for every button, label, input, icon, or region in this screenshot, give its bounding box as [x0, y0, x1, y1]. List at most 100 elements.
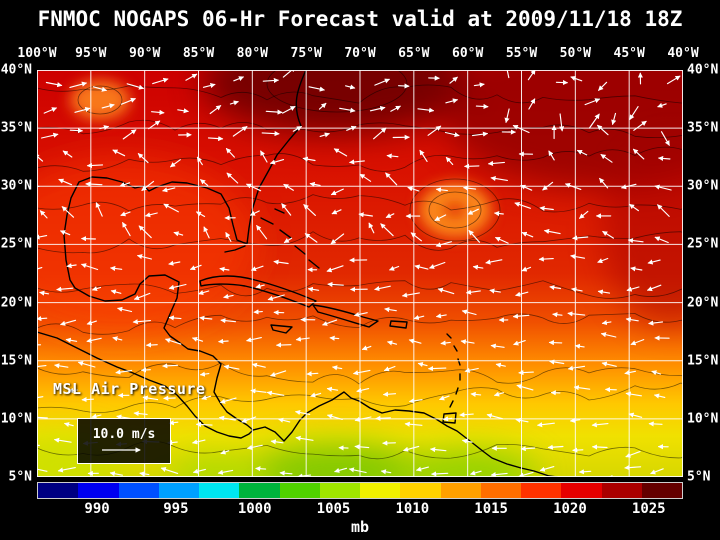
- wind-arrow: [327, 281, 344, 288]
- wind-arrow: [380, 223, 394, 237]
- wind-arrow: [53, 437, 72, 443]
- lat-label: 20°N: [687, 295, 719, 311]
- wind-arrow: [246, 183, 262, 192]
- wind-arrow: [279, 470, 293, 476]
- wind-arrow: [162, 363, 179, 369]
- wind-arrow: [584, 98, 601, 106]
- wind-arrow: [528, 98, 536, 110]
- wind-arrow: [267, 294, 285, 301]
- wind-arrow: [326, 386, 339, 392]
- wind-arrow: [567, 365, 586, 371]
- wind-arrow: [43, 107, 58, 114]
- wind-arrow: [624, 370, 636, 376]
- wind-arrow: [283, 237, 293, 244]
- wind-arrow: [515, 417, 529, 423]
- wind-arrow: [666, 75, 681, 85]
- wind-arrow: [473, 82, 485, 88]
- wind-arrow: [282, 105, 296, 114]
- wind-arrow: [62, 150, 73, 158]
- wind-arrow: [203, 226, 210, 239]
- wind-arrow: [449, 76, 458, 84]
- wind-arrow: [196, 156, 203, 166]
- wind-arrow: [597, 257, 609, 264]
- wind-arrow: [261, 130, 280, 137]
- wind-arrow: [387, 340, 398, 346]
- wind-arrow: [308, 86, 325, 92]
- wind-arrow: [218, 338, 229, 344]
- wind-arrow: [95, 202, 103, 217]
- colorbar-tick: 1015: [474, 501, 508, 517]
- wind-arrow: [162, 187, 176, 193]
- wind-arrow: [68, 387, 78, 394]
- colorbar: [37, 482, 683, 499]
- wind-arrow: [91, 286, 102, 292]
- wind-arrow: [139, 471, 150, 477]
- wind-arrow: [65, 337, 78, 343]
- wind-arrow: [629, 106, 639, 120]
- wind-arrow: [120, 97, 136, 105]
- wind-arrow: [515, 291, 529, 297]
- wind-arrow: [199, 371, 210, 377]
- wind-arrow: [69, 128, 84, 134]
- wind-arrow: [427, 365, 447, 372]
- wind-arrow: [250, 388, 267, 394]
- wind-arrow: [112, 336, 123, 342]
- wind-arrow: [133, 410, 148, 417]
- wind-arrow: [624, 465, 642, 471]
- wind-arrow: [538, 256, 554, 262]
- wind-scale-box: 10.0 m/s: [77, 418, 171, 464]
- wind-arrow: [173, 231, 184, 237]
- wind-arrow: [505, 70, 510, 79]
- wind-arrow: [469, 470, 482, 476]
- lat-label: 15°N: [687, 353, 719, 369]
- wind-arrow: [249, 210, 260, 216]
- wind-arrow: [463, 185, 477, 191]
- wind-arrow: [145, 212, 158, 218]
- wind-arrow: [601, 361, 617, 367]
- lon-label: 85°W: [182, 46, 215, 61]
- lon-label: 45°W: [613, 46, 645, 61]
- lon-label: 40°W: [667, 46, 699, 61]
- wind-arrow: [126, 83, 145, 90]
- wind-arrow: [152, 77, 169, 85]
- wind-arrow: [191, 336, 204, 342]
- wind-arrow: [518, 370, 534, 376]
- wind-arrow: [657, 102, 667, 108]
- wind-arrow: [199, 315, 213, 321]
- wind-arrow: [225, 147, 235, 158]
- wind-arrow: [465, 289, 481, 295]
- wind-arrow: [654, 184, 672, 191]
- wind-arrow: [657, 204, 670, 217]
- wind-arrow: [246, 444, 263, 450]
- wind-arrow: [475, 103, 489, 110]
- wind-arrow: [168, 283, 187, 290]
- wind-arrow: [39, 290, 50, 296]
- wind-arrow: [374, 78, 390, 86]
- wind-arrow: [189, 264, 202, 271]
- wind-arrow: [633, 120, 647, 131]
- wind-arrow: [646, 284, 662, 292]
- wind-arrow: [273, 259, 289, 265]
- wind-arrow: [133, 292, 151, 301]
- wind-arrow: [601, 320, 612, 326]
- wind-arrow: [520, 184, 533, 191]
- wind-arrow: [246, 337, 262, 343]
- wind-arrow: [356, 387, 370, 393]
- wind-arrow: [648, 421, 663, 427]
- wind-arrow: [402, 445, 420, 452]
- wind-arrow: [512, 313, 530, 319]
- wind-arrow: [486, 413, 503, 420]
- wind-arrow: [177, 108, 189, 114]
- wind-arrow: [404, 421, 423, 427]
- wind-arrow: [442, 416, 453, 422]
- wind-arrow: [112, 149, 126, 157]
- wind-arrow: [101, 103, 115, 109]
- wind-arrow: [369, 105, 386, 112]
- wind-arrow: [521, 231, 534, 238]
- wind-arrow: [319, 132, 330, 138]
- wind-arrow: [122, 222, 131, 237]
- wind-arrow: [548, 150, 555, 161]
- lat-label: 40°N: [0, 62, 32, 78]
- colorbar-unit: mb: [350, 518, 370, 536]
- wind-arrow: [303, 204, 316, 216]
